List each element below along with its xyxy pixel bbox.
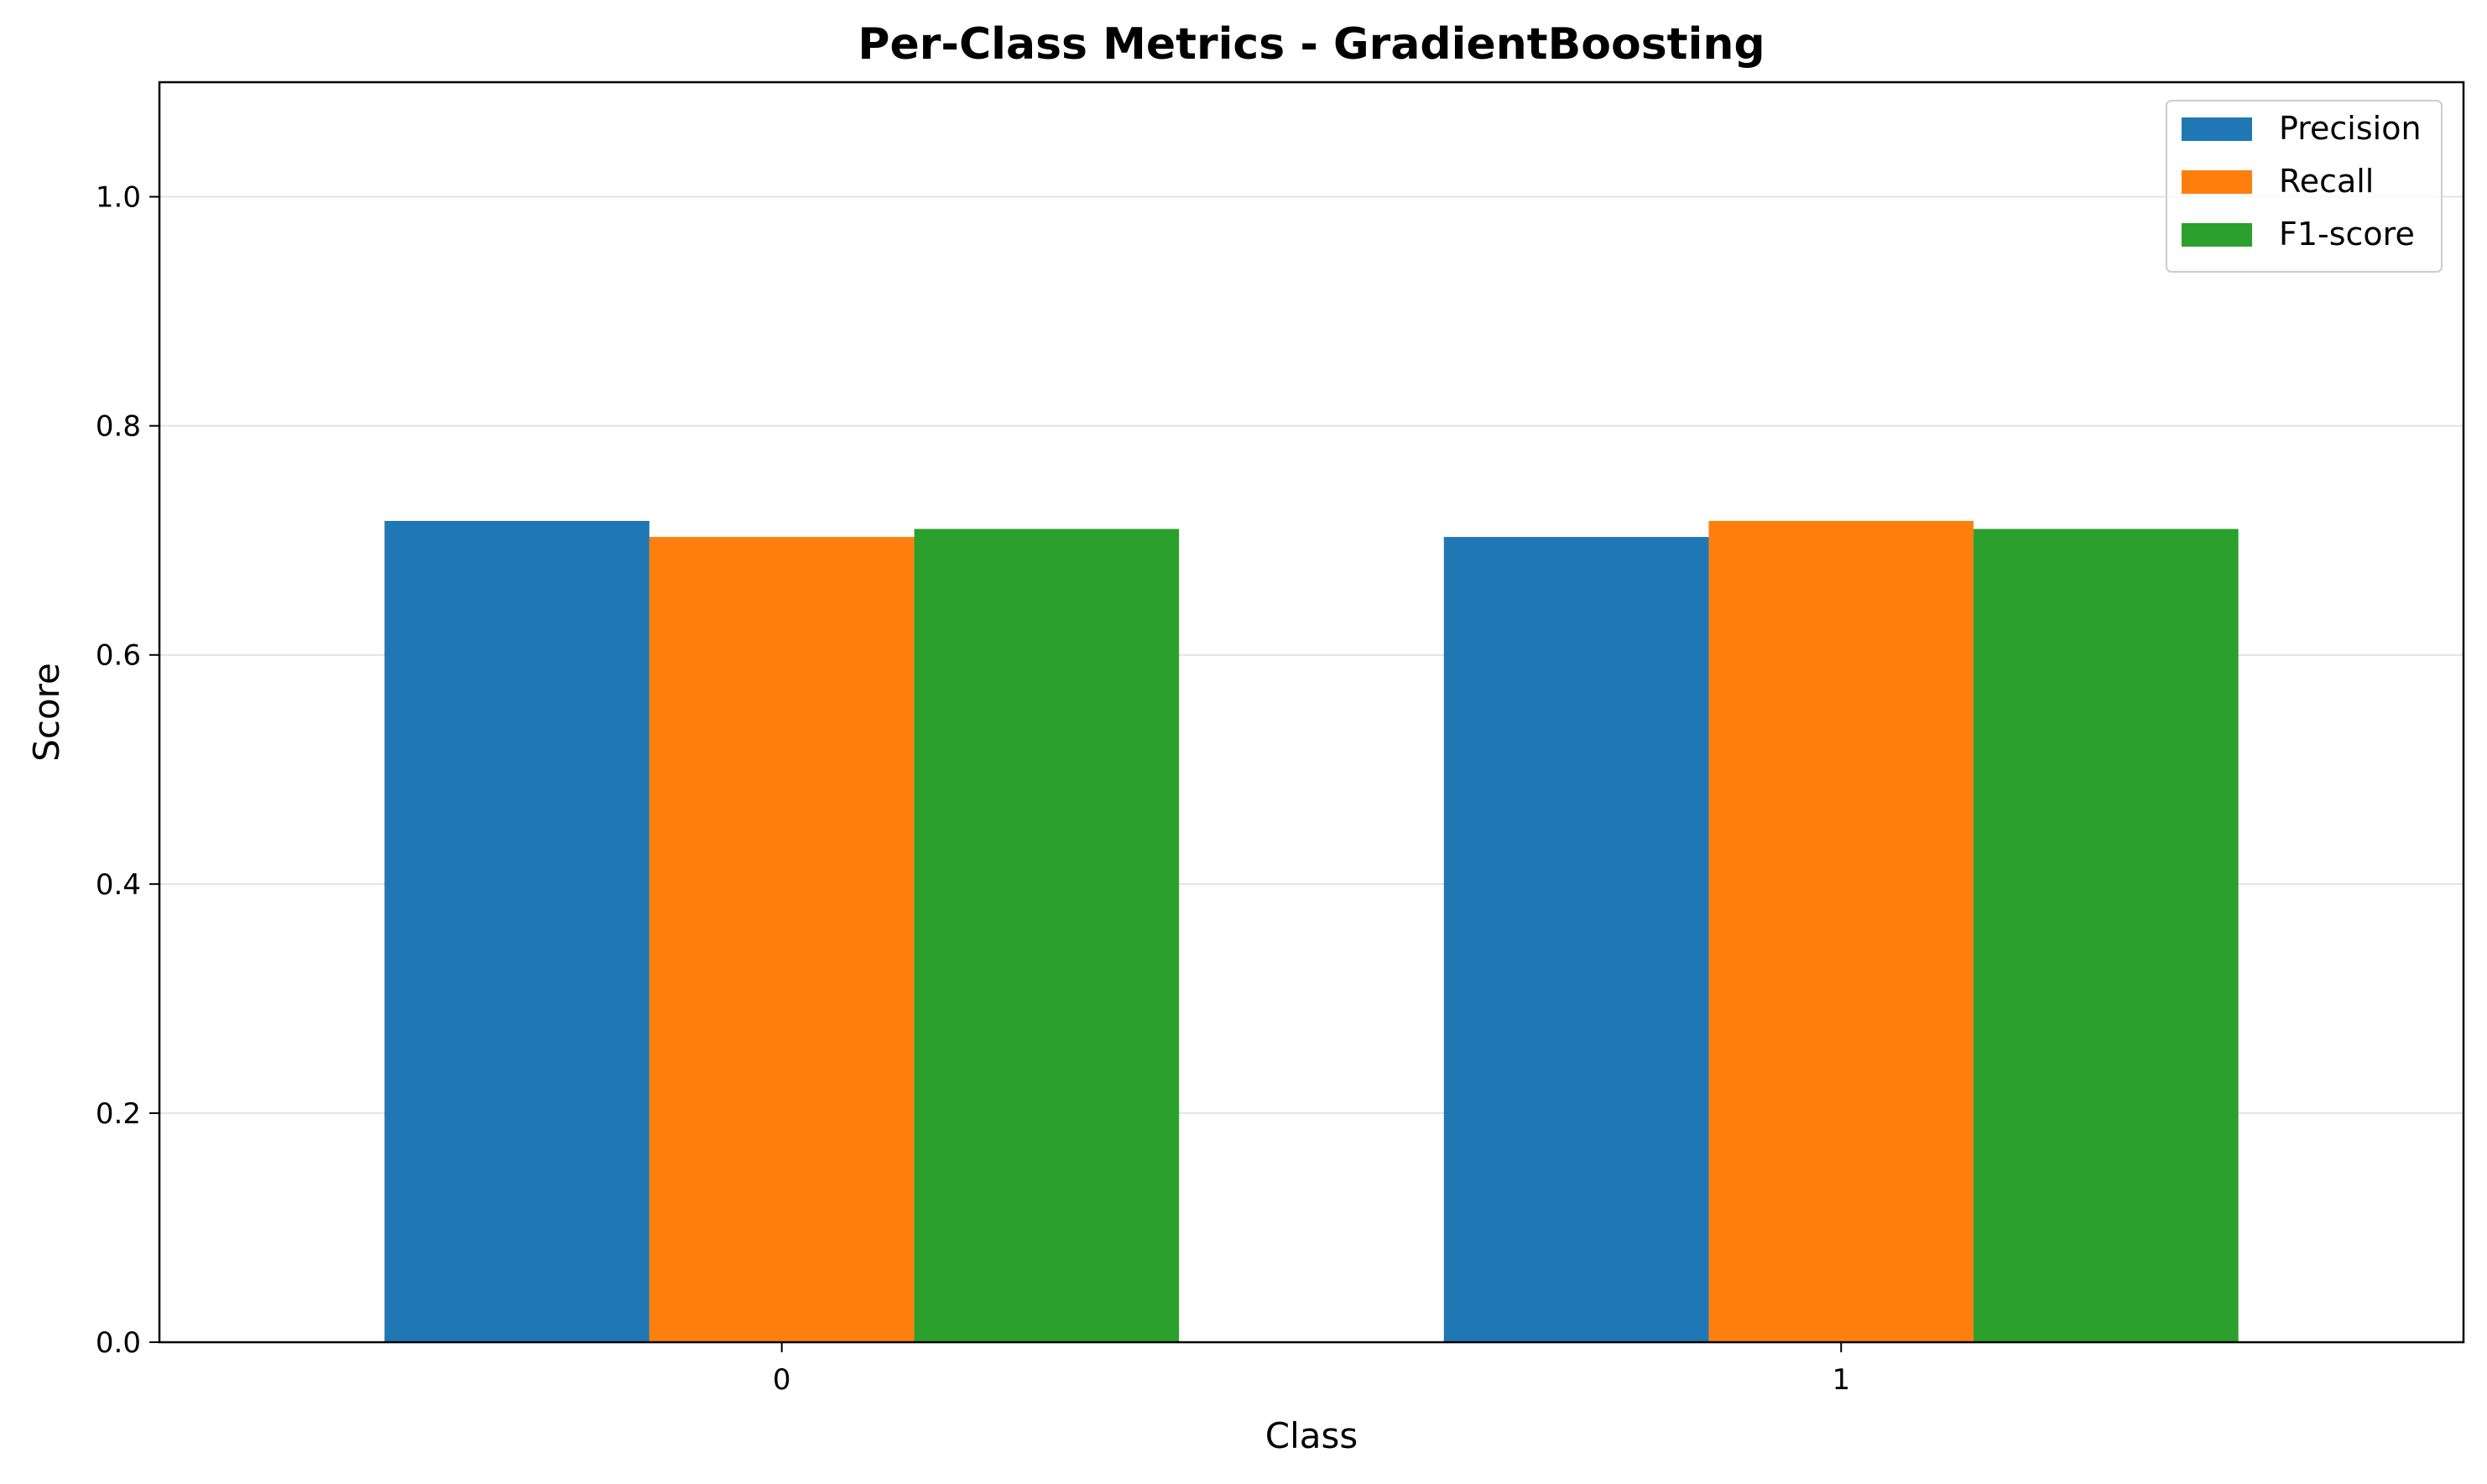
bar-f1-score-class-0 (914, 529, 1180, 1342)
legend-label: Precision (2279, 110, 2422, 147)
legend-label: Recall (2279, 163, 2374, 200)
chart-title: Per-Class Metrics - GradientBoosting (858, 19, 1765, 70)
y-tick-label: 0.2 (96, 1097, 141, 1131)
legend-label: F1-score (2279, 216, 2415, 253)
x-tick-label: 0 (773, 1363, 791, 1397)
bar-precision-class-0 (384, 520, 649, 1342)
y-tick-label: 1.0 (96, 181, 141, 215)
x-axis-label: Class (1265, 1415, 1358, 1456)
y-tick-label: 0.4 (96, 868, 141, 902)
plot-area (158, 81, 2465, 1344)
y-tick-label: 0.0 (96, 1326, 141, 1360)
bar-precision-class-1 (1443, 537, 1709, 1342)
y-tick-label: 0.8 (96, 410, 141, 444)
legend-swatch-recall (2182, 170, 2252, 194)
y-axis: 0.0 0.2 0.4 0.6 0.8 1.0 (96, 181, 159, 1360)
legend-swatch-precision (2182, 117, 2252, 141)
bar-recall-class-0 (649, 537, 915, 1342)
legend: Precision Recall F1-score (2166, 100, 2443, 273)
bars (384, 520, 2239, 1342)
y-tick-label: 0.6 (96, 639, 141, 673)
x-tick-label: 1 (1832, 1363, 1850, 1397)
bar-f1-score-class-1 (1973, 529, 2239, 1342)
legend-swatch-f1-score (2182, 223, 2252, 247)
bar-recall-class-1 (1708, 520, 1974, 1342)
y-axis-label: Score (26, 663, 67, 762)
